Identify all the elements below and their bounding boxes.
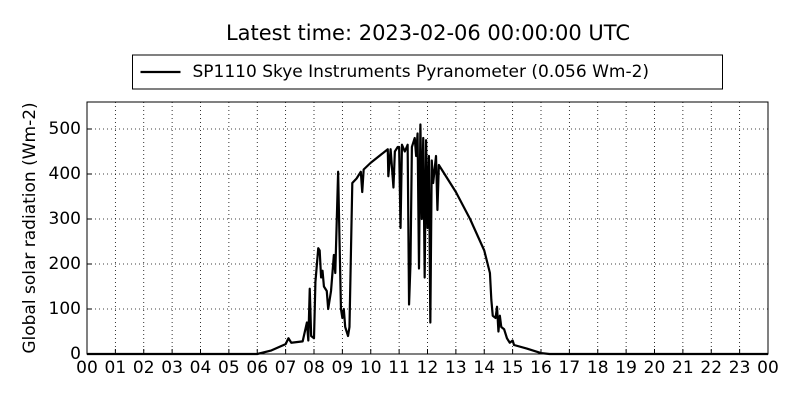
x-tick-label: 10 xyxy=(360,358,382,378)
x-tick-label: 21 xyxy=(672,358,694,378)
x-tick-label: 08 xyxy=(303,358,325,378)
x-tick-label: 05 xyxy=(218,358,240,378)
x-tick-label: 11 xyxy=(388,358,410,378)
x-tick-label: 16 xyxy=(530,358,552,378)
x-tick-label: 13 xyxy=(445,358,467,378)
x-tick-label: 15 xyxy=(502,358,524,378)
y-tick-label: 400 xyxy=(49,164,81,184)
x-tick-label: 02 xyxy=(133,358,155,378)
x-tick-label: 18 xyxy=(587,358,609,378)
legend xyxy=(132,54,723,90)
x-tick-label: 14 xyxy=(473,358,495,378)
x-tick-label: 00 xyxy=(76,358,98,378)
y-axis-label: Global solar radiation (Wm-2) xyxy=(20,102,40,353)
x-tick-label: 20 xyxy=(644,358,666,378)
y-tick-label: 100 xyxy=(49,299,81,319)
x-tick-label: 00 xyxy=(757,358,779,378)
plot-frame xyxy=(86,101,769,355)
y-tick-label: 500 xyxy=(49,119,81,139)
x-tick-label: 09 xyxy=(332,358,354,378)
x-tick-label: 12 xyxy=(417,358,439,378)
x-tick-label: 17 xyxy=(559,358,581,378)
data-line xyxy=(87,123,768,356)
x-tick-label: 04 xyxy=(190,358,212,378)
x-tick-label: 23 xyxy=(729,358,751,378)
y-tick-label: 300 xyxy=(49,209,81,229)
x-tick-label: 19 xyxy=(615,358,637,378)
y-tick-label: 0 xyxy=(70,344,81,364)
x-tick-label: 07 xyxy=(275,358,297,378)
x-tick-label: 06 xyxy=(246,358,268,378)
chart-title: Latest time: 2023-02-06 00:00:00 UTC xyxy=(226,21,630,45)
legend-box xyxy=(132,54,723,90)
x-tick-label: 01 xyxy=(105,358,127,378)
legend-label: SP1110 Skye Instruments Pyranometer (0.0… xyxy=(193,62,650,82)
y-tick-label: 200 xyxy=(49,254,81,274)
x-tick-label: 03 xyxy=(161,358,183,378)
x-tick-label: 22 xyxy=(700,358,722,378)
